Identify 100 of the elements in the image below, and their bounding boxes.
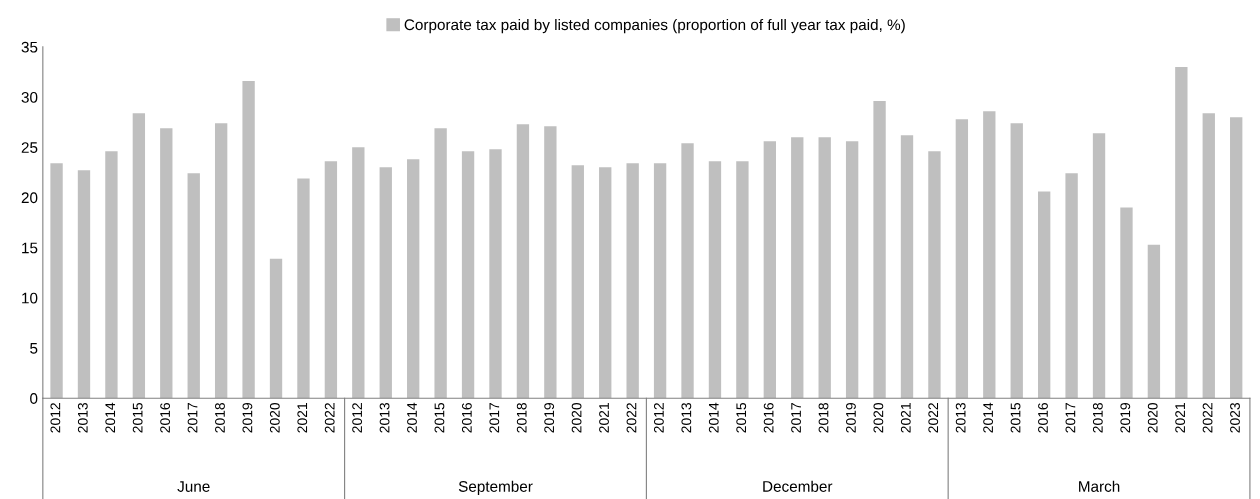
bar — [1202, 113, 1215, 399]
text: December — [763, 480, 833, 492]
bar — [379, 167, 392, 399]
x-tick-label: 2022 — [626, 403, 637, 433]
x-tick-label: 2018 — [818, 402, 829, 433]
bar — [105, 151, 118, 399]
y-tick-label: 5 — [30, 343, 38, 354]
bar — [187, 173, 200, 399]
bar — [461, 151, 475, 399]
text: March — [1079, 480, 1120, 492]
x-tick-label: 2015 — [736, 402, 747, 433]
bar — [708, 161, 722, 399]
x-tick-label: 2023 — [1230, 402, 1240, 433]
x-tick-label: 2021 — [297, 403, 308, 433]
bar — [242, 81, 255, 399]
x-tick-label: 2014 — [983, 402, 994, 433]
x-tick-label: 2017 — [791, 403, 801, 433]
bar — [1175, 66, 1188, 399]
x-tick-label: 2016 — [461, 402, 472, 433]
bar — [818, 137, 831, 399]
x-tick-label: 2012 — [50, 403, 61, 433]
x-tick-label: 2019 — [544, 403, 555, 433]
bar — [1230, 117, 1243, 399]
y-tick-label: 30 — [21, 91, 38, 103]
x-tick-label: 2014 — [407, 402, 417, 433]
bar — [845, 141, 859, 399]
y-tick-label: 25 — [21, 142, 38, 153]
x-tick-label: 2015 — [132, 402, 143, 433]
bar — [324, 161, 338, 399]
bar — [1010, 123, 1023, 399]
x-tick-label: 2016 — [160, 402, 171, 433]
bar — [571, 165, 584, 399]
bar — [983, 111, 996, 399]
x-tick-label: 2015 — [1010, 402, 1021, 433]
x-tick-label: 2019 — [242, 403, 253, 433]
y-tick-label: 20 — [21, 192, 38, 204]
y-tick-label: 0 — [30, 393, 38, 404]
x-tick-label: 2013 — [379, 402, 390, 433]
bar — [626, 163, 639, 399]
bar — [489, 149, 502, 399]
x-tick-label: 2019 — [1120, 403, 1131, 433]
bar — [653, 163, 667, 399]
bar — [214, 123, 228, 399]
x-tick-label: 2016 — [763, 402, 774, 433]
bar — [736, 161, 749, 399]
x-tick-label: 2012 — [653, 403, 664, 433]
x-tick-label: 2014 — [708, 402, 719, 433]
bar — [132, 113, 146, 399]
bar — [407, 159, 420, 399]
y-tick-label: 10 — [22, 292, 38, 304]
x-tick-label: 2016 — [1038, 402, 1048, 433]
bar — [297, 178, 310, 399]
bar — [352, 147, 365, 399]
x-tick-label: 2017 — [1065, 403, 1076, 433]
bar — [791, 137, 804, 399]
x-tick-label: 2013 — [77, 402, 88, 433]
x-tick-label: 2014 — [105, 402, 116, 433]
bar — [1038, 191, 1051, 399]
x-tick-label: 2018 — [215, 402, 225, 433]
x-tick-label: 2021 — [1175, 403, 1186, 433]
x-tick-label: 2020 — [1147, 402, 1158, 433]
bar — [900, 135, 914, 399]
x-tick-label: 2015 — [434, 402, 445, 433]
y-tick-label: 15 — [22, 242, 38, 254]
x-tick-label: 2021 — [900, 403, 911, 433]
bar — [873, 101, 886, 399]
bar — [77, 170, 91, 399]
x-tick-label: 2020 — [571, 402, 582, 433]
text: September — [458, 480, 533, 495]
bar — [1092, 133, 1106, 399]
bar — [928, 151, 941, 399]
x-tick-label: 2017 — [187, 403, 198, 433]
bar — [434, 128, 447, 399]
bar — [516, 124, 530, 399]
x-tick-label: 2013 — [955, 402, 966, 433]
x-tick-label: 2012 — [352, 403, 363, 433]
bar — [160, 128, 173, 399]
bar — [1147, 244, 1161, 399]
x-tick-label: 2018 — [1092, 402, 1103, 433]
text: June — [177, 481, 210, 492]
legend-label: Corporate tax paid by listed companies (proportion of full year tax paid, %) — [404, 18, 905, 34]
x-tick-label: 2020 — [873, 402, 884, 433]
bar — [763, 141, 776, 399]
x-tick-label: 2022 — [324, 403, 335, 433]
x-tick-label: 2013 — [681, 402, 692, 433]
x-tick-label: 2018 — [516, 402, 527, 433]
x-tick-label: 2022 — [1202, 403, 1213, 433]
x-tick-label: 2017 — [489, 403, 500, 433]
bar — [269, 258, 283, 399]
x-tick-label: 2019 — [846, 403, 856, 433]
bar — [599, 167, 612, 399]
y-tick-label: 35 — [21, 41, 38, 53]
bar — [955, 119, 969, 399]
x-tick-label: 2021 — [599, 403, 609, 433]
bar — [1065, 173, 1078, 399]
x-tick-label: 2020 — [269, 402, 280, 433]
bar — [544, 126, 557, 399]
bar — [1120, 207, 1133, 399]
x-tick-label: 2022 — [928, 403, 939, 433]
bar — [50, 163, 63, 399]
